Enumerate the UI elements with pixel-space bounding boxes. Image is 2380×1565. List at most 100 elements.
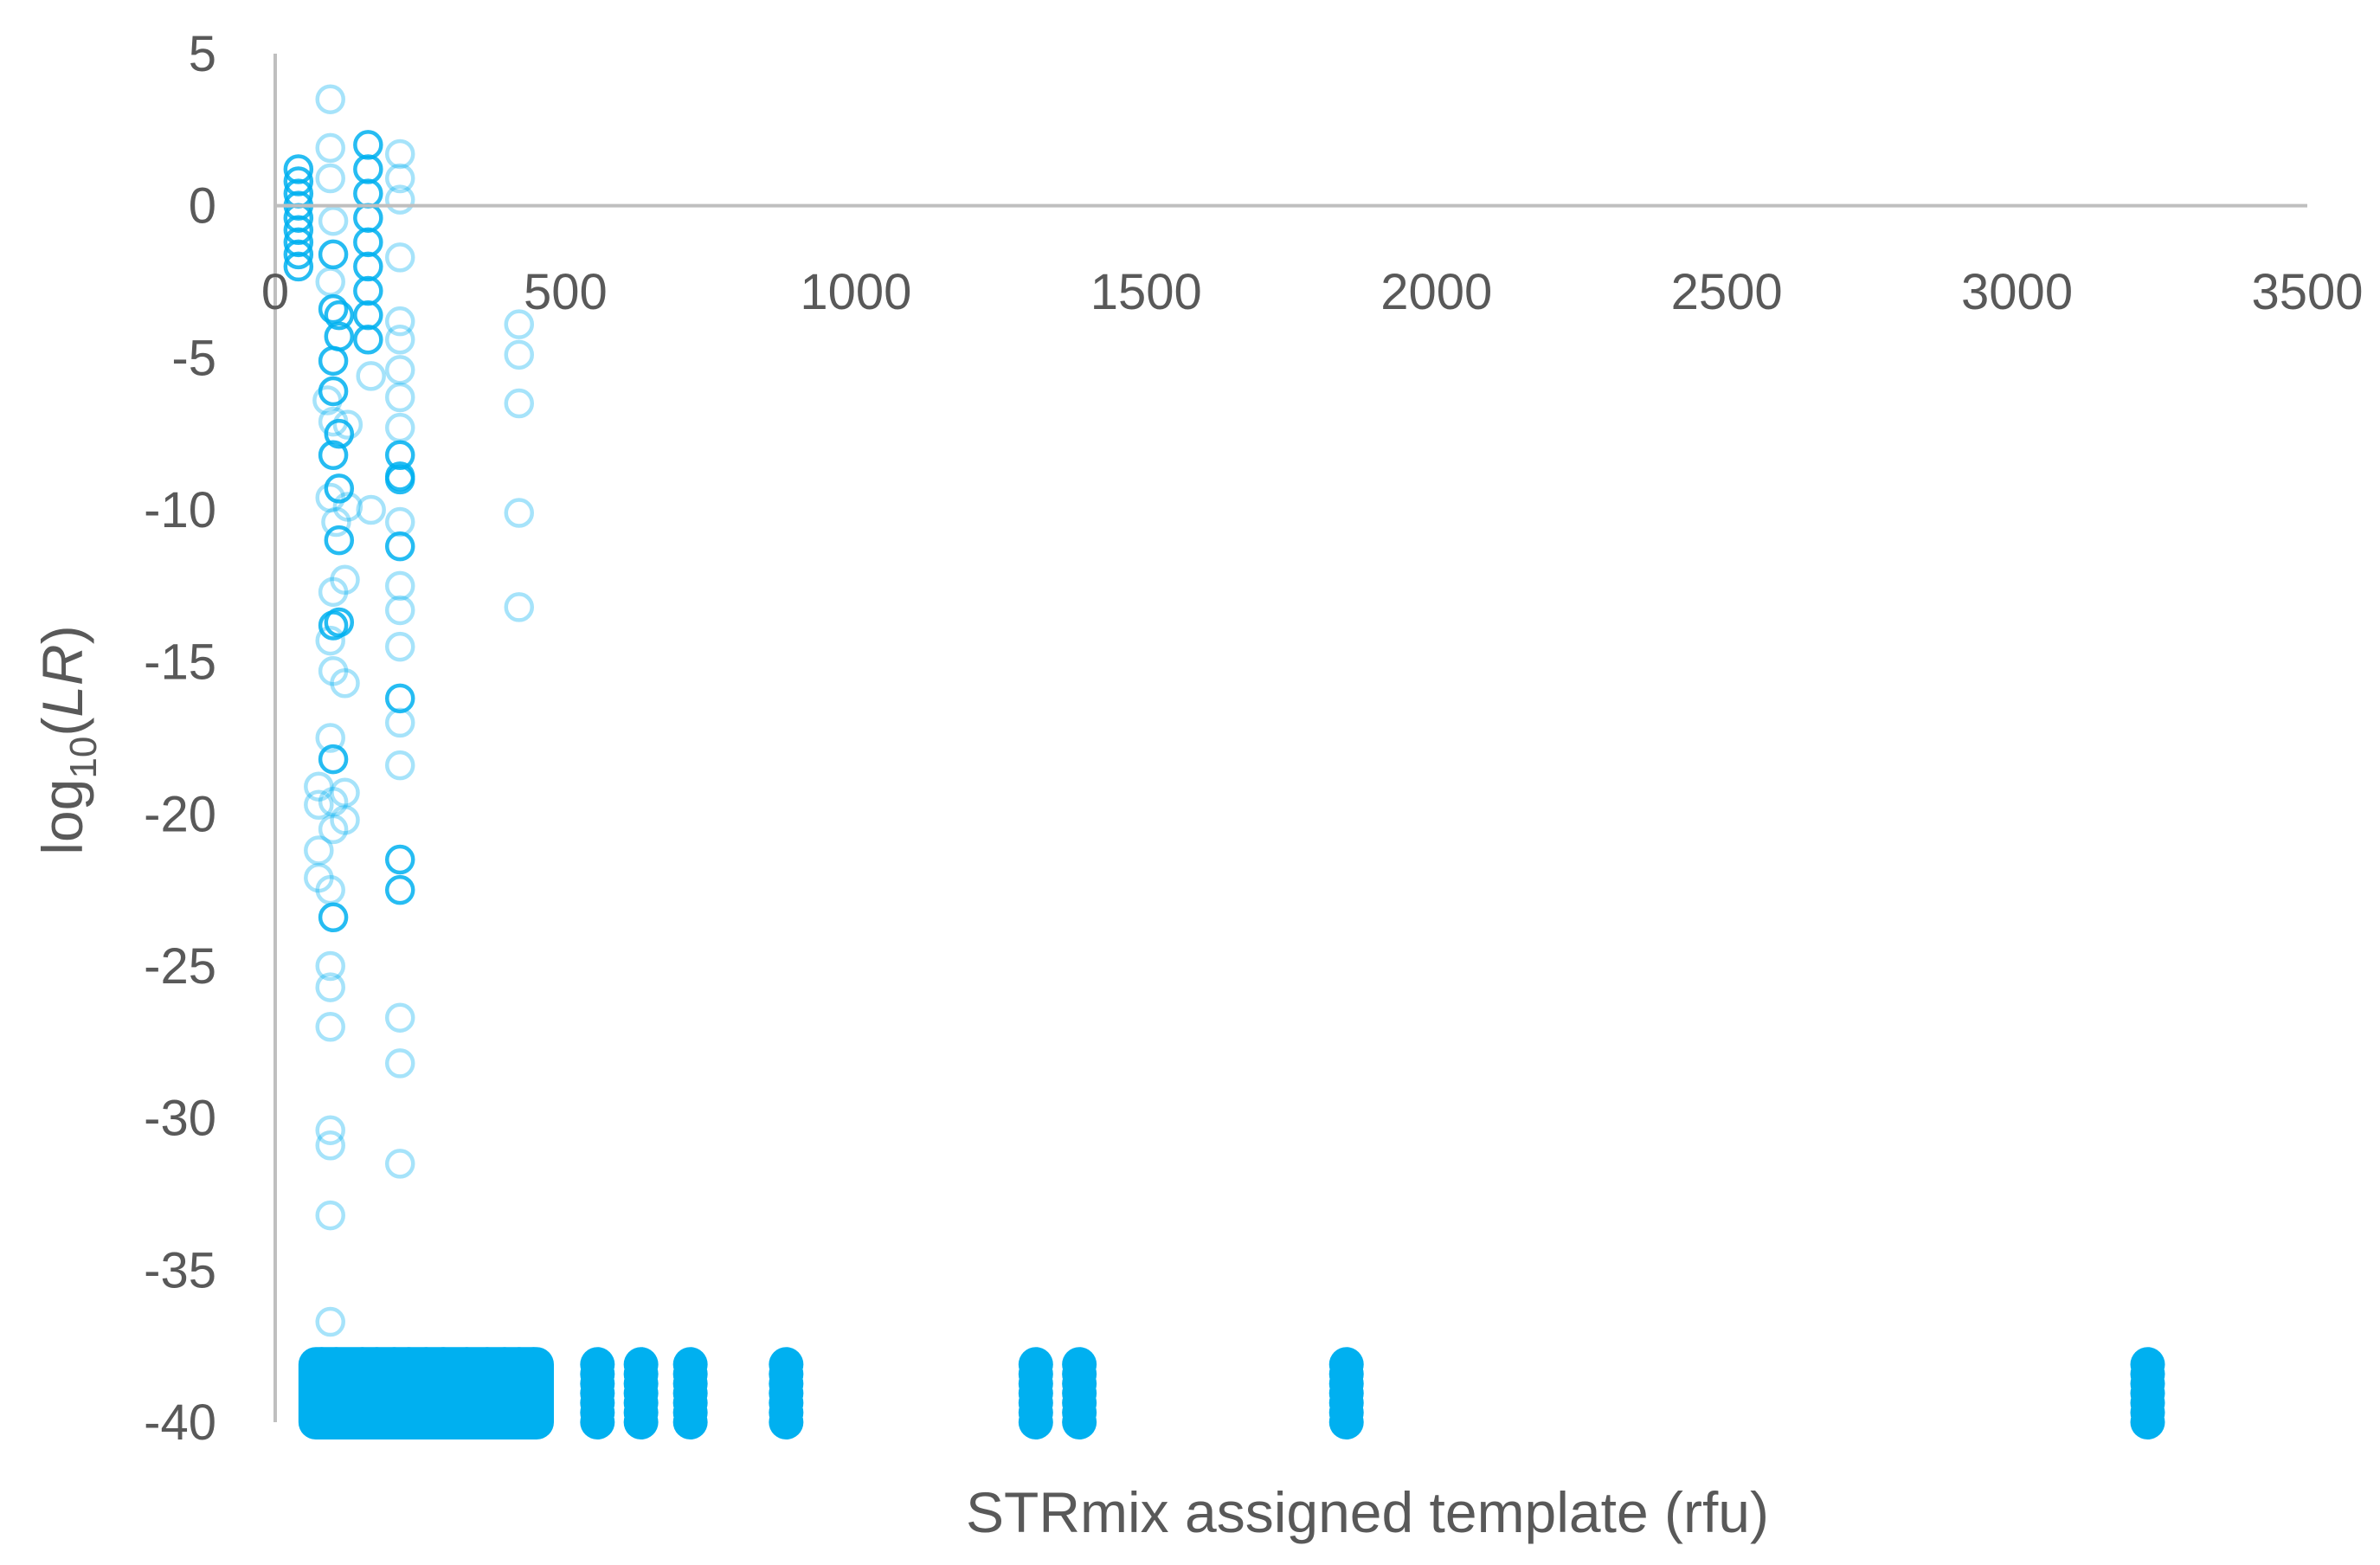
scatter-point <box>324 321 355 351</box>
floor-points-cluster <box>634 1347 650 1439</box>
scatter-point-faint <box>384 325 415 355</box>
scatter-point-faint <box>384 382 415 413</box>
scatter-point <box>384 683 415 714</box>
y-axis-title-italic: LR <box>30 644 94 717</box>
scatter-point-faint <box>504 309 535 339</box>
scatter-point <box>318 440 349 471</box>
floor-points-cluster <box>684 1347 699 1439</box>
x-tick-labels: 0 500 1000 1500 2000 2500 3000 3500 <box>261 264 2364 320</box>
x-tick-label: 2500 <box>1671 264 1783 320</box>
y-tick-label: -10 <box>144 482 216 538</box>
scatter-point <box>324 473 355 504</box>
scatter-point-faint <box>332 409 363 440</box>
scatter-point-faint <box>384 184 415 215</box>
scatter-point-faint <box>315 1306 345 1337</box>
y-tick-labels: 5 0 -5 -10 -15 -20 -25 -30 -35 -40 <box>144 26 216 1451</box>
scatter-point <box>384 844 415 875</box>
y-axis-title-main: log <box>30 779 94 855</box>
scatter-point <box>353 130 383 160</box>
scatter-point <box>353 251 383 282</box>
floor-points-cluster <box>780 1347 795 1439</box>
scatter-point-faint <box>330 805 360 835</box>
x-tick-label: 1500 <box>1090 264 1202 320</box>
scatter-point-faint <box>318 655 349 686</box>
scatter-point-faint <box>318 576 349 608</box>
scatter-point <box>318 744 349 775</box>
scatter-point <box>353 325 383 355</box>
scatter-point-faint <box>318 205 349 236</box>
scatter-point-faint <box>384 595 415 626</box>
y-tick-label: -30 <box>144 1091 216 1147</box>
scatter-point-faint <box>384 1149 415 1179</box>
y-tick-label: -15 <box>144 634 216 691</box>
scatter-point <box>353 203 383 233</box>
dense-points-layer <box>283 130 415 933</box>
x-tick-label: 0 <box>261 264 289 320</box>
scatter-point <box>324 299 355 331</box>
x-tick-label: 3000 <box>1961 264 2073 320</box>
scatter-point-faint <box>384 750 415 781</box>
x-tick-label: 2000 <box>1380 264 1492 320</box>
scatter-point-faint <box>504 388 535 419</box>
scatter-point-faint <box>315 1012 345 1042</box>
floor-points-cluster <box>1341 1347 1355 1439</box>
scatter-point <box>353 154 383 184</box>
scatter-point-faint <box>315 267 345 297</box>
scatter-point <box>324 525 355 556</box>
scatter-point-faint <box>315 1115 345 1145</box>
scatter-point-faint <box>304 835 334 866</box>
y-axis-title-paren-open: ( <box>30 718 94 737</box>
scatter-point-faint <box>384 355 415 385</box>
x-tick-label: 1000 <box>800 264 911 320</box>
scatter-point-faint <box>384 506 415 538</box>
scatter-point-faint <box>384 412 415 443</box>
scatter-point <box>318 239 349 270</box>
scatter-point-faint <box>304 862 334 893</box>
scatter-point-faint <box>304 789 334 821</box>
scatter-point-faint <box>315 723 345 753</box>
scatter-point-faint <box>504 339 535 370</box>
y-tick-label: -35 <box>144 1242 216 1298</box>
y-tick-label: -20 <box>144 786 216 842</box>
scatter-point-faint <box>330 564 360 596</box>
x-tick-label: 3500 <box>2251 264 2363 320</box>
y-axis-title: log10(LR) <box>30 625 105 854</box>
scatter-point <box>353 299 383 331</box>
y-tick-label: 0 <box>189 178 216 235</box>
scatter-point-faint <box>315 84 345 114</box>
scatter-point <box>283 251 314 282</box>
scatter-point-faint <box>321 506 351 538</box>
floor-points-layer <box>298 1347 2165 1439</box>
y-axis-title-paren-close: ) <box>30 625 94 644</box>
scatter-point <box>353 275 383 306</box>
scatter-point-faint <box>315 625 345 656</box>
scatter-point-faint <box>384 163 415 194</box>
y-tick-label: 5 <box>189 26 216 82</box>
y-tick-label: -40 <box>144 1394 216 1451</box>
scatter-point-faint <box>330 668 360 699</box>
scatter-point-faint <box>384 707 415 738</box>
scatter-point <box>318 293 349 325</box>
y-tick-label: -5 <box>171 330 216 386</box>
floor-points-cluster <box>1073 1347 1089 1439</box>
scatter-point-faint <box>384 242 415 273</box>
x-axis-title: STRmix assigned template (rfu) <box>966 1480 1769 1544</box>
scatter-point <box>318 345 349 377</box>
scatter-point <box>384 874 415 905</box>
floor-points-cluster <box>591 1347 607 1439</box>
y-tick-label: -25 <box>144 938 216 995</box>
scatter-point-faint <box>384 631 415 662</box>
scatter-point <box>283 239 314 270</box>
scatter-point-faint <box>384 1002 415 1033</box>
scatter-point-faint <box>356 361 386 391</box>
scatter-point <box>353 227 383 258</box>
scatter-point-faint <box>384 570 415 602</box>
scatter-point-faint <box>315 972 345 1002</box>
x-tick-label: 500 <box>524 264 608 320</box>
scatter-point <box>384 531 415 562</box>
scatter-point-faint <box>504 498 535 528</box>
scatter-point-faint <box>304 771 334 802</box>
scatter-point-faint <box>318 814 349 845</box>
scatter-point <box>384 464 415 495</box>
